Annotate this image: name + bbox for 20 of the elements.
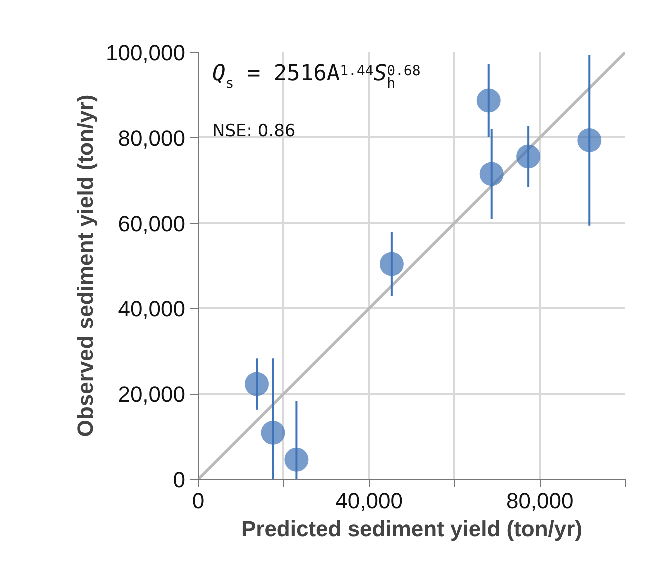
y-tick-label: 0 xyxy=(173,468,186,492)
x-axis-title: Predicted sediment yield (ton/yr) xyxy=(241,516,583,542)
point xyxy=(261,420,286,445)
y-tick-label: 20,000 xyxy=(118,382,186,408)
point xyxy=(284,448,309,472)
x-tick-label: 0 xyxy=(192,488,205,514)
point xyxy=(380,252,404,276)
point xyxy=(480,162,504,186)
point xyxy=(516,144,541,169)
point xyxy=(245,372,269,396)
x-tick-label: 80,000 xyxy=(506,488,574,514)
y-tick-label: 40,000 xyxy=(118,296,186,322)
point xyxy=(476,88,501,113)
y-tick-label: 80,000 xyxy=(118,126,186,151)
x-tick-label: 40,000 xyxy=(336,488,403,514)
point xyxy=(578,128,602,152)
y-tick-label: 100,000 xyxy=(106,40,186,66)
y-axis-title: Observed sediment yield (ton/yr) xyxy=(72,94,98,438)
y-tick-label: 60,000 xyxy=(118,211,186,236)
annotation: NSE: 0.86 xyxy=(212,122,296,142)
